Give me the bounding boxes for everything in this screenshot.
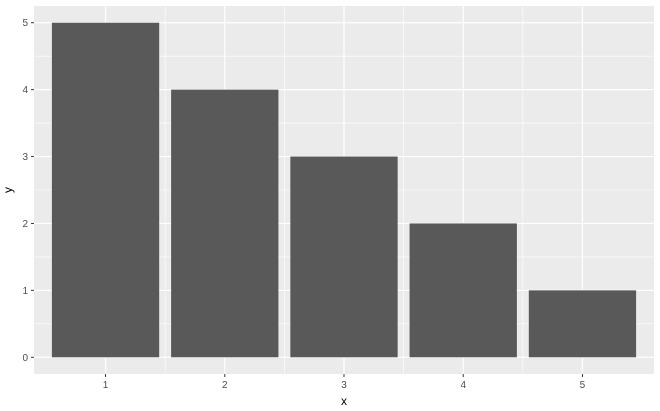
x-tick-label: 1 — [103, 380, 109, 391]
y-tick-label: 1 — [22, 286, 28, 297]
x-axis-title: x — [341, 394, 347, 408]
x-tick-label: 3 — [341, 380, 347, 391]
bar — [409, 223, 517, 358]
y-axis: 0 1 2 3 4 5 — [22, 18, 34, 364]
y-axis-title: y — [1, 187, 15, 193]
bars — [51, 22, 637, 358]
y-tick-label: 3 — [22, 152, 28, 163]
x-tick-label: 4 — [460, 380, 466, 391]
y-tick-label: 0 — [22, 353, 28, 364]
y-tick-label: 5 — [22, 18, 28, 29]
x-tick-label: 5 — [580, 380, 586, 391]
bar — [528, 290, 637, 358]
x-axis: 1 2 3 4 5 — [103, 374, 586, 391]
x-tick-label: 2 — [222, 380, 228, 391]
y-tick-label: 4 — [22, 85, 28, 96]
bar — [290, 156, 398, 358]
bar — [51, 22, 160, 358]
bar — [171, 89, 279, 358]
y-tick-label: 2 — [22, 219, 28, 230]
